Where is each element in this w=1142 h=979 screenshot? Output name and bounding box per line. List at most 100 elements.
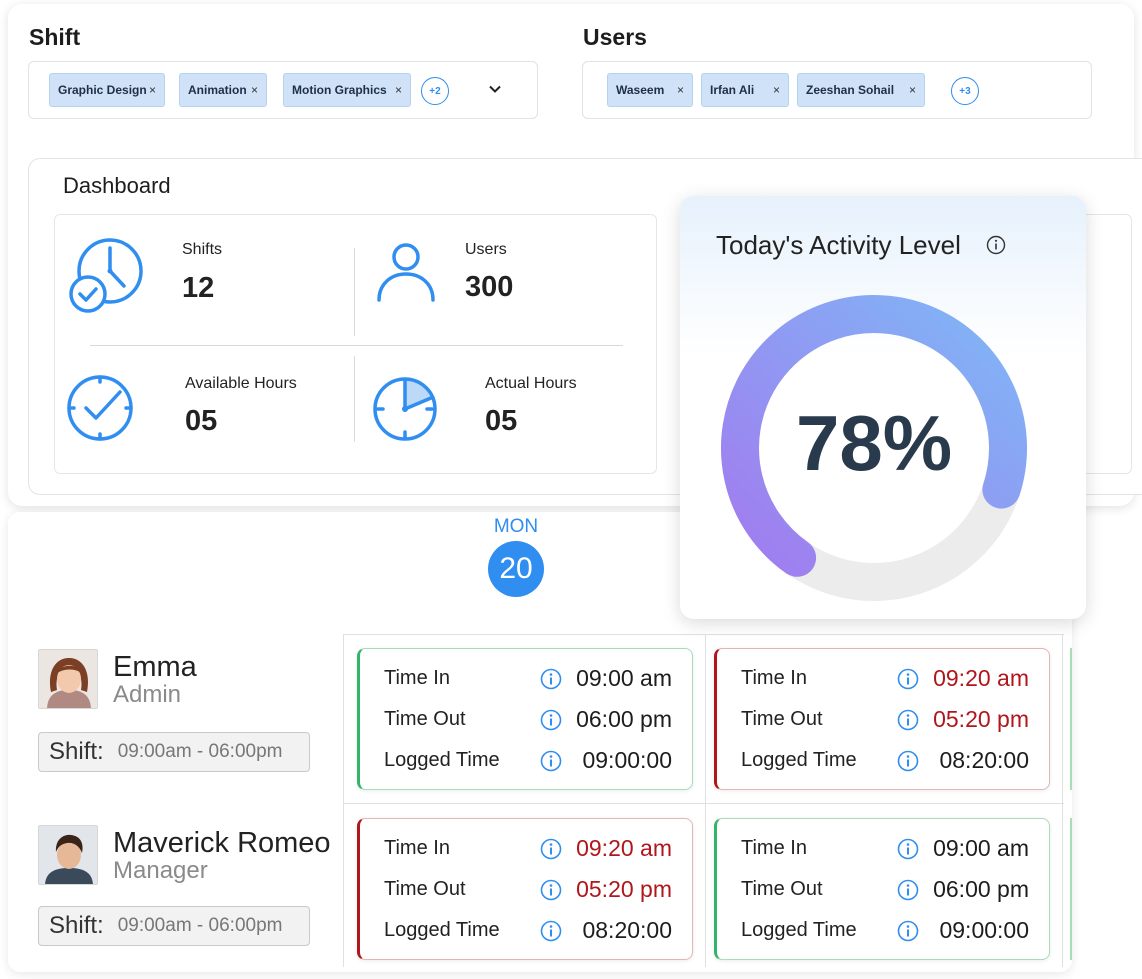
shift-filter-title: Shift — [29, 24, 81, 50]
info-icon[interactable] — [540, 709, 562, 731]
time-in-value: 09:20 am — [576, 835, 672, 861]
shift-pill-value: 09:00am - 06:00pm — [117, 915, 283, 936]
time-out-label: Time Out — [384, 708, 466, 730]
logged-time-row: Logged Time 09:00:00 — [360, 747, 692, 777]
time-out-row: Time Out 06:00 pm — [360, 706, 692, 736]
info-icon[interactable] — [540, 668, 562, 690]
info-icon[interactable] — [897, 750, 919, 772]
attendance-card[interactable]: Time In 09:20 am Time Out 05:20 pm Logge… — [714, 648, 1050, 790]
attendance-card[interactable]: Time In 09:20 am Time Out 05:20 pm Logge… — [357, 818, 693, 960]
time-out-value: 06:00 pm — [933, 876, 1029, 902]
clock-pie-icon — [373, 377, 437, 441]
stats-panel — [54, 214, 657, 474]
logged-time-label: Logged Time — [741, 919, 857, 941]
remove-chip-icon[interactable]: × — [250, 83, 258, 97]
remove-chip-icon[interactable]: × — [394, 83, 402, 97]
avatar-image — [39, 650, 97, 708]
chip-label: Waseem — [616, 83, 665, 97]
info-icon[interactable] — [540, 838, 562, 860]
employee-role: Admin — [113, 681, 182, 708]
grid-line — [343, 634, 1064, 635]
grid-line — [1062, 634, 1063, 967]
time-out-label: Time Out — [384, 878, 466, 900]
time-in-label: Time In — [384, 837, 450, 859]
chip-label: Motion Graphics — [292, 83, 387, 97]
shifts-value: 12 — [182, 272, 215, 304]
attendance-card[interactable]: Time In 09:00 am Time Out 06:00 pm Logge… — [714, 818, 1050, 960]
employee-role: Manager — [113, 857, 208, 884]
remove-chip-icon[interactable]: × — [772, 83, 780, 97]
info-icon[interactable] — [897, 879, 919, 901]
logged-time-label: Logged Time — [384, 919, 500, 941]
stats-divider — [354, 356, 355, 442]
users-value: 300 — [465, 271, 514, 303]
shift-pill: Shift: 09:00am - 06:00pm — [38, 732, 310, 772]
stats-divider — [354, 248, 355, 336]
chip-label: Animation — [188, 83, 247, 97]
time-out-value: 05:20 pm — [576, 876, 672, 902]
shift-pill-value: 09:00am - 06:00pm — [117, 741, 283, 762]
activity-level-card: Today's Activity Level 78% — [680, 196, 1086, 619]
users-select[interactable]: Waseem × Irfan Ali × Zeeshan Sohail × +3 — [582, 61, 1092, 119]
time-in-label: Time In — [741, 667, 807, 689]
user-chip[interactable]: Irfan Ali × — [701, 73, 789, 107]
info-icon[interactable] — [540, 920, 562, 942]
more-users-badge[interactable]: +3 — [951, 77, 979, 105]
actual-hours-value: 05 — [485, 405, 518, 437]
logged-time-row: Logged Time 09:00:00 — [717, 917, 1049, 947]
employee-name: Emma — [113, 651, 197, 683]
time-in-value: 09:00 am — [933, 835, 1029, 861]
time-in-label: Time In — [384, 667, 450, 689]
grid-line — [705, 634, 706, 967]
shift-chip[interactable]: Animation × — [179, 73, 267, 107]
alarm-check-icon — [67, 375, 133, 441]
chip-label: Zeeshan Sohail — [806, 83, 895, 97]
user-chip[interactable]: Waseem × — [607, 73, 693, 107]
info-icon[interactable] — [986, 235, 1006, 255]
day-number-badge[interactable]: 20 — [488, 541, 544, 597]
time-out-value: 05:20 pm — [933, 706, 1029, 732]
clock-check-icon — [69, 238, 143, 313]
users-filter-title: Users — [583, 24, 647, 50]
avatar — [38, 825, 98, 885]
time-in-row: Time In 09:20 am — [717, 665, 1049, 695]
time-in-row: Time In 09:00 am — [717, 835, 1049, 865]
available-hours-value: 05 — [185, 405, 218, 437]
remove-chip-icon[interactable]: × — [148, 83, 156, 97]
logged-time-label: Logged Time — [384, 749, 500, 771]
user-chip[interactable]: Zeeshan Sohail × — [797, 73, 925, 107]
time-out-label: Time Out — [741, 878, 823, 900]
logged-time-value: 08:20:00 — [939, 747, 1029, 773]
shift-chip[interactable]: Graphic Design × — [49, 73, 165, 107]
remove-chip-icon[interactable]: × — [908, 83, 916, 97]
shift-pill: Shift: 09:00am - 06:00pm — [38, 906, 310, 946]
stats-divider — [90, 345, 623, 346]
shift-pill-label: Shift: — [49, 912, 104, 939]
info-icon[interactable] — [897, 920, 919, 942]
time-out-row: Time Out 06:00 pm — [717, 876, 1049, 906]
time-in-label: Time In — [741, 837, 807, 859]
time-in-value: 09:20 am — [933, 665, 1029, 691]
dashboard-title: Dashboard — [63, 173, 171, 198]
info-icon[interactable] — [540, 750, 562, 772]
users-label: Users — [465, 241, 507, 258]
info-icon[interactable] — [540, 879, 562, 901]
grid-line — [343, 803, 1064, 804]
info-icon[interactable] — [897, 709, 919, 731]
grid-line — [343, 634, 344, 967]
next-card-edge — [1070, 648, 1072, 790]
chevron-down-icon[interactable] — [487, 81, 503, 97]
time-in-value: 09:00 am — [576, 665, 672, 691]
remove-chip-icon[interactable]: × — [676, 83, 684, 97]
user-icon — [377, 243, 435, 302]
shift-chip[interactable]: Motion Graphics × — [283, 73, 411, 107]
shift-select[interactable]: Graphic Design × Animation × Motion Grap… — [28, 61, 538, 119]
more-shifts-badge[interactable]: +2 — [421, 77, 449, 105]
info-icon[interactable] — [897, 668, 919, 690]
info-icon[interactable] — [897, 838, 919, 860]
attendance-card[interactable]: Time In 09:00 am Time Out 06:00 pm Logge… — [357, 648, 693, 790]
time-out-label: Time Out — [741, 708, 823, 730]
logged-time-value: 08:20:00 — [582, 917, 672, 943]
logged-time-value: 09:00:00 — [939, 917, 1029, 943]
time-out-row: Time Out 05:20 pm — [717, 706, 1049, 736]
